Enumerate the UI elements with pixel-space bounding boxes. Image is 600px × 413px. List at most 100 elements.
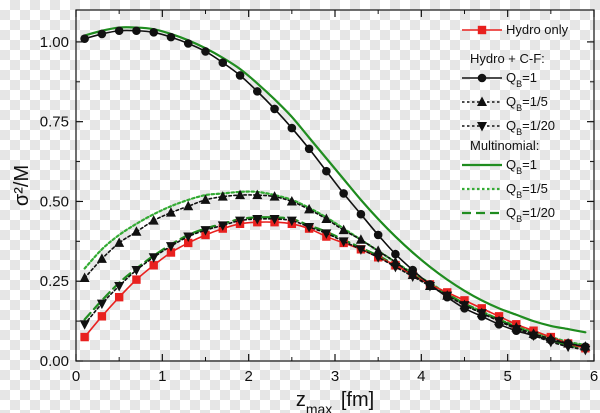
data-point-square xyxy=(166,248,176,257)
data-point-triangle-down xyxy=(563,342,574,353)
data-point-triangle-down xyxy=(131,266,142,276)
data-point-triangle-up xyxy=(373,245,384,255)
data-point-circle xyxy=(287,123,297,133)
data-point-triangle-down xyxy=(373,253,384,263)
data-point-triangle-up xyxy=(131,226,142,236)
data-point-triangle-down xyxy=(355,245,366,255)
data-point-circle xyxy=(391,249,400,259)
data-point-triangle-up xyxy=(321,213,332,224)
legend-label: QB=1/5 xyxy=(506,181,548,200)
axes: 0 1 2 3 4 5 6 0.00 0.25 0.50 0.75 1.00 zmax [fm] σ²/M xyxy=(11,9,598,413)
data-point-triangle-down xyxy=(96,299,107,310)
data-point-circle xyxy=(183,39,193,48)
x-axis-label: zmax [fm] xyxy=(296,389,374,413)
data-point-square xyxy=(184,238,193,248)
data-point-triangle-down xyxy=(511,325,522,335)
data-point-circle xyxy=(235,71,245,80)
legend-group-title: Hydro + C-F: xyxy=(470,51,545,66)
data-point-triangle-down xyxy=(183,232,194,243)
legend-entry: QB=1/20 xyxy=(462,205,555,224)
data-point-triangle-down xyxy=(114,282,125,292)
data-point-circle xyxy=(356,209,366,219)
data-point-circle xyxy=(149,28,158,37)
legend-entry: QB=1/20 xyxy=(462,118,555,137)
x-tick-label: 3 xyxy=(331,368,339,385)
data-point-triangle-up xyxy=(114,237,125,247)
series-line xyxy=(83,218,587,351)
data-point-triangle-down xyxy=(286,216,297,227)
data-point-circle xyxy=(252,87,262,96)
data-point-triangle-down xyxy=(217,221,228,231)
data-point-triangle-down xyxy=(459,301,470,311)
data-point-triangle-down xyxy=(338,237,349,247)
x-tick-label: 2 xyxy=(244,368,252,385)
data-point-triangle-down xyxy=(165,242,176,252)
y-tick-label: 0.25 xyxy=(40,273,69,290)
data-point-circle xyxy=(339,189,348,198)
data-point-triangle-up xyxy=(304,203,315,214)
y-tick-label: 0.50 xyxy=(40,193,69,210)
data-point-square xyxy=(477,25,487,35)
data-point-triangle-up xyxy=(252,189,263,200)
series-layer xyxy=(79,26,591,356)
data-point-circle xyxy=(132,26,141,36)
x-tick-label: 6 xyxy=(590,368,598,385)
data-point-square xyxy=(149,261,158,270)
data-point-circle xyxy=(373,230,383,240)
data-point-circle xyxy=(201,47,210,56)
y-tick-label: 0.00 xyxy=(40,353,69,370)
data-point-triangle-down xyxy=(494,317,505,327)
data-point-square xyxy=(114,292,124,302)
data-point-triangle-down xyxy=(235,216,246,227)
data-point-triangle-down xyxy=(528,331,539,341)
legend-entry: QB=1/5 xyxy=(462,181,548,200)
x-tick-label: 1 xyxy=(158,368,166,385)
data-point-triangle-down xyxy=(200,226,211,236)
data-point-triangle-up xyxy=(338,224,349,235)
data-point-triangle-down xyxy=(407,272,418,282)
legend-label: QB=1/20 xyxy=(506,118,555,137)
data-point-square xyxy=(97,312,107,321)
data-point-triangle-down xyxy=(477,122,487,132)
data-point-triangle-up xyxy=(148,215,159,225)
y-tick-label: 0.75 xyxy=(40,114,69,131)
data-point-triangle-down xyxy=(321,229,332,239)
y-axis-label: σ²/M xyxy=(11,165,33,206)
data-point-square xyxy=(80,332,89,342)
data-point-triangle-down xyxy=(79,320,90,330)
legend-entry: QB=1 xyxy=(462,157,537,176)
data-point-triangle-up xyxy=(79,272,90,283)
data-point-triangle-up xyxy=(217,191,228,201)
data-point-circle xyxy=(477,73,487,83)
data-point-triangle-up xyxy=(200,194,211,204)
data-point-triangle-down xyxy=(545,337,556,348)
data-point-triangle-down xyxy=(442,291,453,302)
data-point-circle xyxy=(270,104,279,114)
legend-group-title: Multinomial: xyxy=(470,138,539,153)
x-tick-label: 4 xyxy=(417,368,425,385)
legend-entry: QB=1 xyxy=(462,70,537,89)
legend-entry: Hydro only xyxy=(462,22,569,37)
data-point-triangle-down xyxy=(252,215,263,225)
legend-entry: QB=1/5 xyxy=(462,94,548,113)
data-point-circle xyxy=(114,26,124,36)
legend-label: QB=1 xyxy=(506,70,537,89)
series-hydro-c-f-q-b-1-20 xyxy=(79,215,591,356)
data-point-square xyxy=(132,275,141,284)
data-point-circle xyxy=(97,29,107,39)
x-tick-label: 5 xyxy=(503,368,511,385)
data-point-circle xyxy=(322,166,331,176)
data-point-triangle-up xyxy=(355,234,366,244)
data-point-circle xyxy=(166,32,176,42)
data-point-triangle-down xyxy=(269,215,280,225)
data-point-triangle-up xyxy=(165,207,176,217)
data-point-triangle-down xyxy=(304,222,315,233)
x-tick-label: 0 xyxy=(72,368,80,385)
data-point-triangle-down xyxy=(476,309,487,319)
legend-label: Hydro only xyxy=(506,22,569,37)
data-point-triangle-up xyxy=(96,253,107,263)
legend-label: QB=1/5 xyxy=(506,94,548,113)
data-point-triangle-up xyxy=(477,96,487,106)
data-point-circle xyxy=(304,144,314,154)
